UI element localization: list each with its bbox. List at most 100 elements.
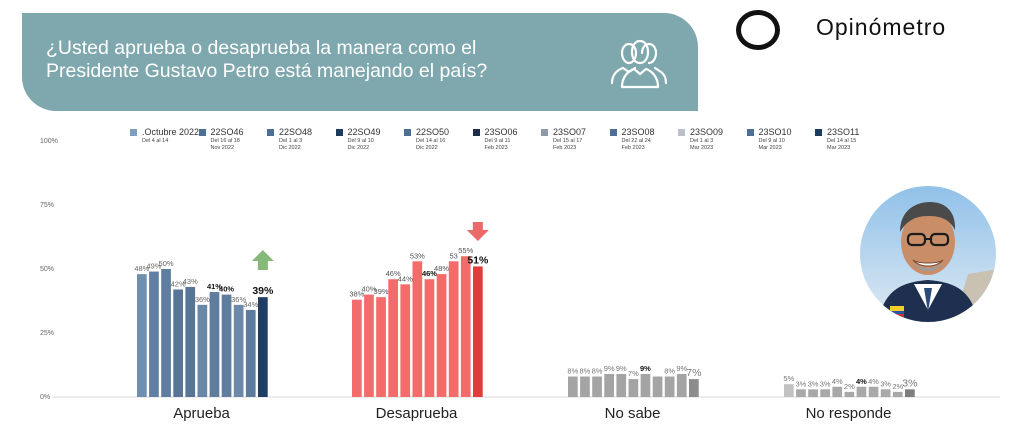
data-label: 40% — [219, 285, 234, 294]
bar — [628, 379, 639, 397]
legend-swatch — [678, 129, 685, 136]
data-label: 2% — [892, 382, 903, 391]
bar — [364, 294, 374, 397]
arrow-up-icon — [251, 250, 274, 270]
data-label: 3% — [796, 379, 807, 388]
bar — [820, 389, 830, 397]
bar — [652, 376, 663, 397]
bar — [197, 304, 208, 397]
bar — [258, 297, 268, 397]
category-label: Aprueba — [173, 405, 230, 422]
data-label: 49% — [146, 262, 161, 271]
data-label: 4% — [868, 377, 879, 386]
legend-label: 22SO49 — [347, 127, 381, 137]
bar — [245, 309, 256, 397]
legend-label: 23SO10 — [758, 127, 792, 137]
chart-legend: .Octubre 2022 Del 4 al 14 22SO46 Del 16 al … — [130, 127, 910, 162]
bar — [161, 269, 171, 397]
y-tick-label: 25% — [40, 330, 54, 337]
bar — [580, 376, 590, 397]
legend-date: Del 14 al 16 Dic 2022 — [416, 138, 446, 151]
bar — [185, 286, 196, 397]
data-label: 36% — [231, 295, 246, 304]
data-label: 3% — [820, 379, 831, 388]
data-label: 55% — [458, 246, 473, 255]
ring-logo — [736, 10, 780, 50]
data-label: 9% — [640, 364, 651, 373]
data-label: 9% — [616, 364, 627, 373]
legend-label: 22SO48 — [279, 127, 313, 137]
data-label: 4% — [832, 377, 843, 386]
legend-swatch — [541, 129, 548, 136]
category-label: No responde — [806, 405, 892, 422]
legend-swatch — [746, 129, 754, 136]
bar — [640, 373, 651, 397]
data-label: 41% — [207, 282, 222, 291]
bar — [233, 304, 244, 397]
bar — [173, 289, 183, 397]
legend-swatch — [404, 129, 411, 136]
bar — [388, 279, 398, 397]
arrow-down-icon — [466, 222, 489, 241]
data-label: 48% — [434, 264, 449, 273]
bar — [424, 279, 435, 397]
legend-swatch — [472, 129, 480, 136]
question-line-2: Presidente Gustavo Petro está manejando … — [46, 60, 488, 82]
legend-label: 23SO09 — [690, 127, 724, 137]
bar — [448, 261, 459, 397]
data-label: 36% — [195, 295, 210, 304]
data-label: 7% — [686, 367, 701, 379]
data-label: 48% — [134, 264, 149, 273]
data-label: 40% — [361, 285, 376, 294]
data-label: 44% — [398, 274, 413, 283]
bar — [689, 379, 699, 397]
legend-swatch — [815, 129, 822, 136]
data-label: 8% — [567, 367, 578, 376]
legend-label: 23SO08 — [621, 127, 655, 137]
bar — [856, 386, 867, 397]
y-tick-label: 75% — [40, 202, 54, 209]
legend-date: Del 9 al 11 Feb 2023 — [484, 138, 511, 151]
legend-date: Del 16 al 18 Nov 2022 — [210, 138, 240, 151]
bar — [209, 292, 220, 397]
data-label: 2% — [844, 382, 855, 391]
bar — [844, 391, 855, 397]
data-label: 42% — [171, 279, 186, 288]
legend-date: Del 9 al 10 Mar 2023 — [758, 138, 785, 151]
portrait-photo — [860, 186, 996, 322]
bar — [473, 266, 483, 397]
bar — [880, 389, 891, 397]
data-label: 8% — [592, 367, 603, 376]
legend-date: Del 1 al 3 Mar 2023 — [690, 138, 714, 151]
data-label: 53% — [410, 251, 425, 260]
data-label: 3% — [880, 379, 891, 388]
bar — [905, 389, 915, 397]
data-label: 9% — [604, 364, 615, 373]
legend-swatch — [335, 129, 343, 136]
question-title: ¿Usted aprueba o desaprueba la manera co… — [46, 37, 566, 83]
bar — [832, 386, 843, 397]
legend-date: Del 14 al 15 Mar 2023 — [827, 138, 857, 151]
legend-label: .Octubre 2022 — [142, 127, 200, 137]
data-label: 39% — [374, 287, 389, 296]
data-label: 34% — [243, 300, 258, 309]
data-label: 46% — [386, 269, 401, 278]
bar — [400, 284, 411, 397]
data-label: 3% — [808, 379, 819, 388]
data-label: 9% — [676, 364, 687, 373]
legend-swatch — [609, 129, 617, 136]
bar — [664, 376, 675, 397]
data-label: 50% — [159, 259, 174, 268]
question-line-1: ¿Usted aprueba o desaprueba la manera co… — [46, 37, 477, 59]
bar — [808, 389, 818, 397]
title-banner: ¿Usted aprueba o desaprueba la manera co… — [22, 13, 698, 111]
data-label: 8% — [580, 367, 591, 376]
data-label: 39% — [252, 285, 274, 297]
data-label: 4% — [856, 377, 867, 386]
bar — [352, 299, 362, 397]
brand: Opinómetro — [736, 8, 996, 50]
legend-label: 23SO11 — [827, 127, 860, 137]
data-label: 8% — [664, 367, 675, 376]
bar — [796, 389, 806, 397]
